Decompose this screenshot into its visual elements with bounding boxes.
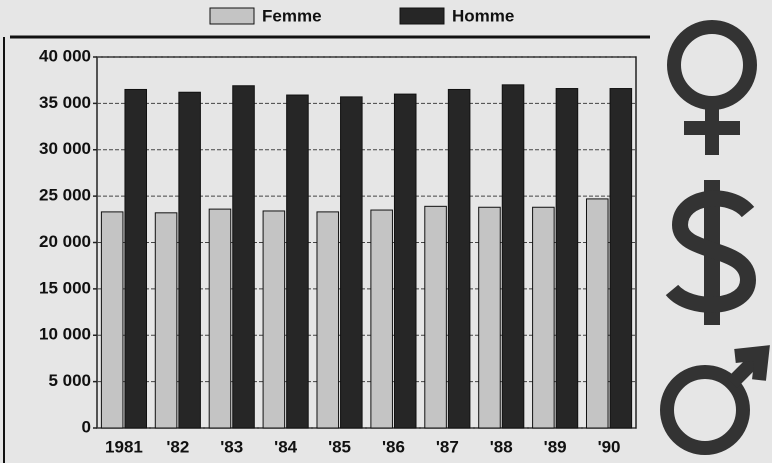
bar bbox=[556, 89, 578, 428]
x-tick-label: '88 bbox=[490, 437, 513, 456]
bar bbox=[125, 89, 147, 428]
bar bbox=[101, 212, 123, 428]
bar bbox=[371, 210, 393, 428]
bar bbox=[394, 94, 416, 428]
y-tick-label: 20 000 bbox=[39, 232, 91, 251]
y-tick-label: 35 000 bbox=[39, 93, 91, 112]
x-tick-label: '84 bbox=[274, 437, 297, 456]
y-tick-label: 40 000 bbox=[39, 46, 91, 65]
chart: 0 5 000 10 000 15 000 20 000 25 000 30 000 35 0… bbox=[0, 0, 772, 463]
x-tick-label: '89 bbox=[544, 437, 567, 456]
y-tick-label: 25 000 bbox=[39, 186, 91, 205]
x-tick-label: 1981 bbox=[105, 437, 143, 456]
x-tick-label: '86 bbox=[382, 437, 405, 456]
x-tick-label: '82 bbox=[166, 437, 189, 456]
legend-swatch bbox=[210, 8, 254, 24]
legend-label: Homme bbox=[452, 6, 514, 25]
bar bbox=[610, 89, 632, 428]
bar bbox=[341, 97, 363, 428]
bar bbox=[317, 212, 339, 428]
bar bbox=[179, 92, 201, 428]
bar bbox=[209, 209, 231, 428]
bar bbox=[533, 207, 555, 428]
page: 0 5 000 10 000 15 000 20 000 25 000 30 000 35 0… bbox=[0, 0, 772, 463]
x-tick-label: '83 bbox=[220, 437, 243, 456]
bar bbox=[233, 86, 255, 428]
bar bbox=[586, 199, 608, 428]
y-tick-label: 5 000 bbox=[48, 371, 91, 390]
bar bbox=[502, 85, 524, 428]
bar bbox=[479, 207, 501, 428]
x-tick-label: '87 bbox=[436, 437, 459, 456]
x-tick-label: '85 bbox=[328, 437, 351, 456]
bar bbox=[263, 211, 285, 428]
y-tick-label: 30 000 bbox=[39, 139, 91, 158]
bar bbox=[287, 95, 309, 428]
y-tick-label: 0 bbox=[82, 417, 91, 436]
legend-swatch bbox=[400, 8, 444, 24]
bar bbox=[425, 206, 447, 428]
y-tick-label: 15 000 bbox=[39, 278, 91, 297]
bar bbox=[448, 89, 470, 428]
y-tick-label: 10 000 bbox=[39, 325, 91, 344]
x-tick-label: '90 bbox=[598, 437, 621, 456]
bar bbox=[155, 213, 177, 428]
legend-label: Femme bbox=[262, 6, 322, 25]
